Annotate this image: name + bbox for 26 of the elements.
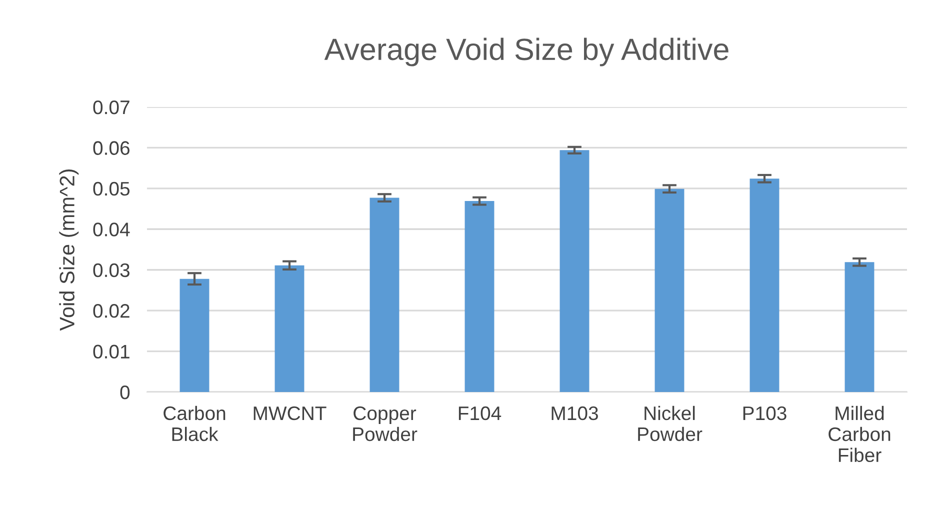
x-tick-label: P103 [743, 406, 786, 420]
y-tick-label: 0.04 [93, 222, 130, 236]
y-axis-title: Void Size (mm^2) [59, 169, 79, 331]
y-tick-label: 0 [120, 385, 130, 400]
x-tick-label: M103 [552, 406, 598, 420]
chart-title: Average Void Size by Additive [324, 38, 728, 66]
y-tick-label: 0.03 [93, 263, 130, 278]
x-tick-label: Milled Carbon Fiber [828, 406, 890, 462]
y-tick-label: 0.01 [93, 344, 130, 359]
y-tick-label: 0.05 [93, 182, 130, 196]
x-tick-label: MWCNT [254, 406, 326, 420]
bar [464, 201, 494, 392]
bar [654, 188, 684, 392]
x-tick-label: Carbon Black [164, 406, 226, 442]
bar [560, 150, 590, 392]
bar [844, 262, 874, 392]
x-tick-label: Copper Powder [353, 406, 418, 442]
bar [274, 265, 304, 392]
bar [750, 178, 780, 392]
y-tick-label: 0.07 [93, 100, 130, 114]
bar [370, 198, 400, 392]
y-tick-label: 0.06 [93, 141, 130, 155]
x-tick-label: F104 [458, 406, 502, 420]
bar [180, 278, 210, 392]
y-tick-label: 0.02 [93, 304, 130, 318]
x-tick-label: Nickel Powder [638, 406, 702, 442]
